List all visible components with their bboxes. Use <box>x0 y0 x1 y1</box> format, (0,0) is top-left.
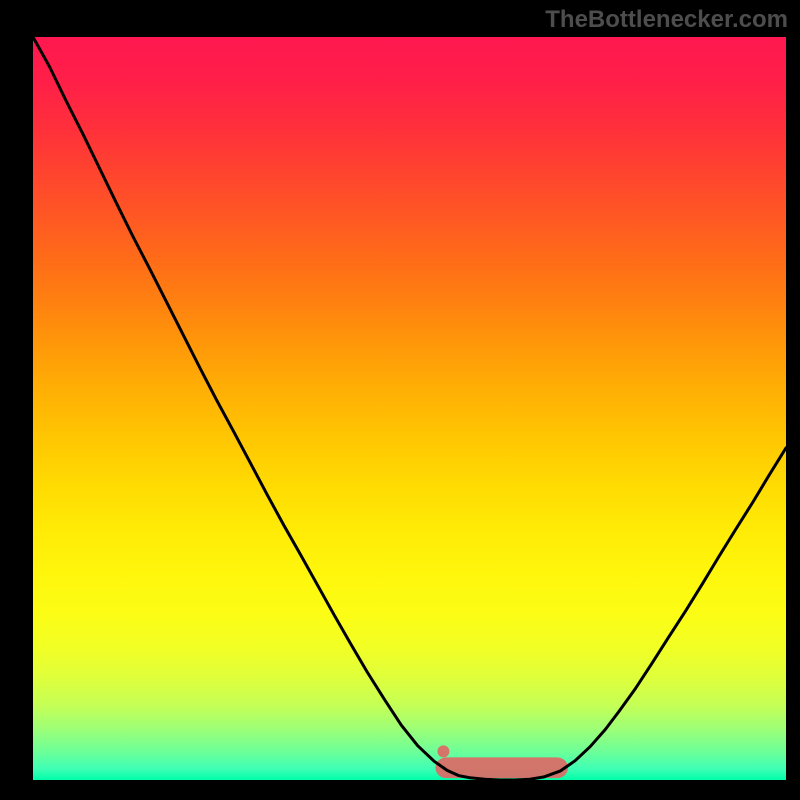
plot-area <box>33 37 786 780</box>
watermark-title: TheBottlenecker.com <box>545 6 788 34</box>
chart-canvas: TheBottlenecker.com <box>0 0 800 800</box>
curve-overlay <box>33 37 786 780</box>
bottleneck-curve <box>33 37 786 780</box>
optimal-band-start-dot <box>437 745 449 757</box>
